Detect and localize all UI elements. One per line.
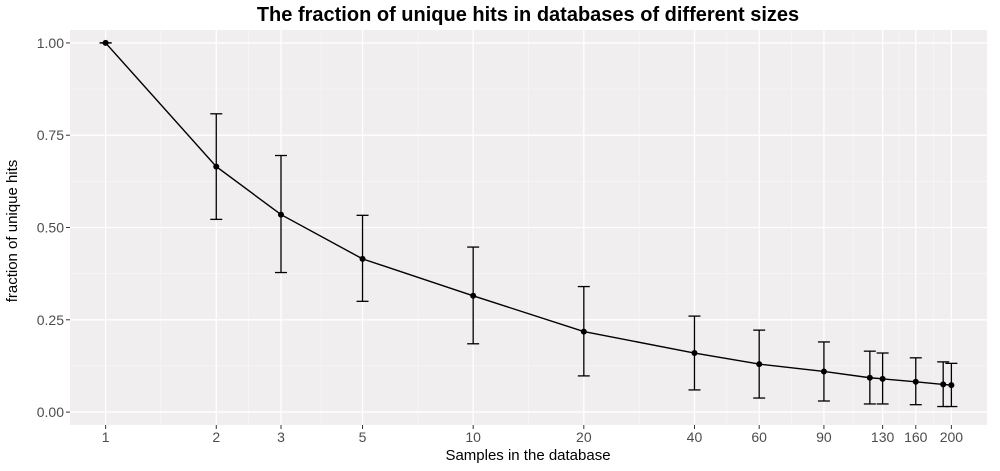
chart-title: The fraction of unique hits in databases… — [257, 4, 799, 26]
data-point — [756, 361, 763, 368]
y-tick-label: 1.00 — [37, 35, 64, 51]
y-tick-label: 0.75 — [37, 127, 64, 143]
data-point — [948, 382, 955, 389]
x-tick-label: 3 — [277, 429, 285, 445]
data-point — [912, 378, 919, 385]
y-axis-title: fraction of unique hits — [4, 160, 21, 303]
x-tick-label: 60 — [751, 429, 767, 445]
data-point — [866, 374, 873, 381]
data-point — [470, 292, 477, 299]
data-point — [691, 350, 698, 357]
y-tick-label: 0.25 — [37, 312, 64, 328]
y-tick-label: 0.00 — [37, 404, 64, 420]
x-tick-label: 160 — [904, 429, 928, 445]
y-tick-label: 0.50 — [37, 220, 64, 236]
x-tick-label: 10 — [465, 429, 481, 445]
data-point — [213, 163, 220, 170]
x-axis-title: Samples in the database — [445, 447, 610, 464]
grid-major — [70, 30, 987, 425]
x-axis: 1 2 3 5 10 20 40 60 90 130 160 200 — [102, 425, 964, 445]
x-tick-label: 20 — [576, 429, 592, 445]
data-point — [879, 375, 886, 382]
data-point — [940, 381, 947, 388]
data-points — [102, 39, 955, 389]
x-tick-label: 90 — [816, 429, 832, 445]
data-point — [580, 328, 587, 335]
x-tick-label: 130 — [871, 429, 895, 445]
data-point — [359, 255, 366, 262]
x-tick-label: 5 — [359, 429, 367, 445]
x-tick-label: 40 — [687, 429, 703, 445]
x-tick-label: 2 — [212, 429, 220, 445]
x-tick-label: 200 — [940, 429, 964, 445]
data-point — [277, 211, 284, 218]
x-tick-label: 1 — [102, 429, 110, 445]
data-point — [102, 39, 109, 46]
y-axis: 0.00 0.25 0.50 0.75 1.00 — [37, 35, 70, 420]
series-line — [105, 42, 952, 386]
data-point — [820, 368, 827, 375]
